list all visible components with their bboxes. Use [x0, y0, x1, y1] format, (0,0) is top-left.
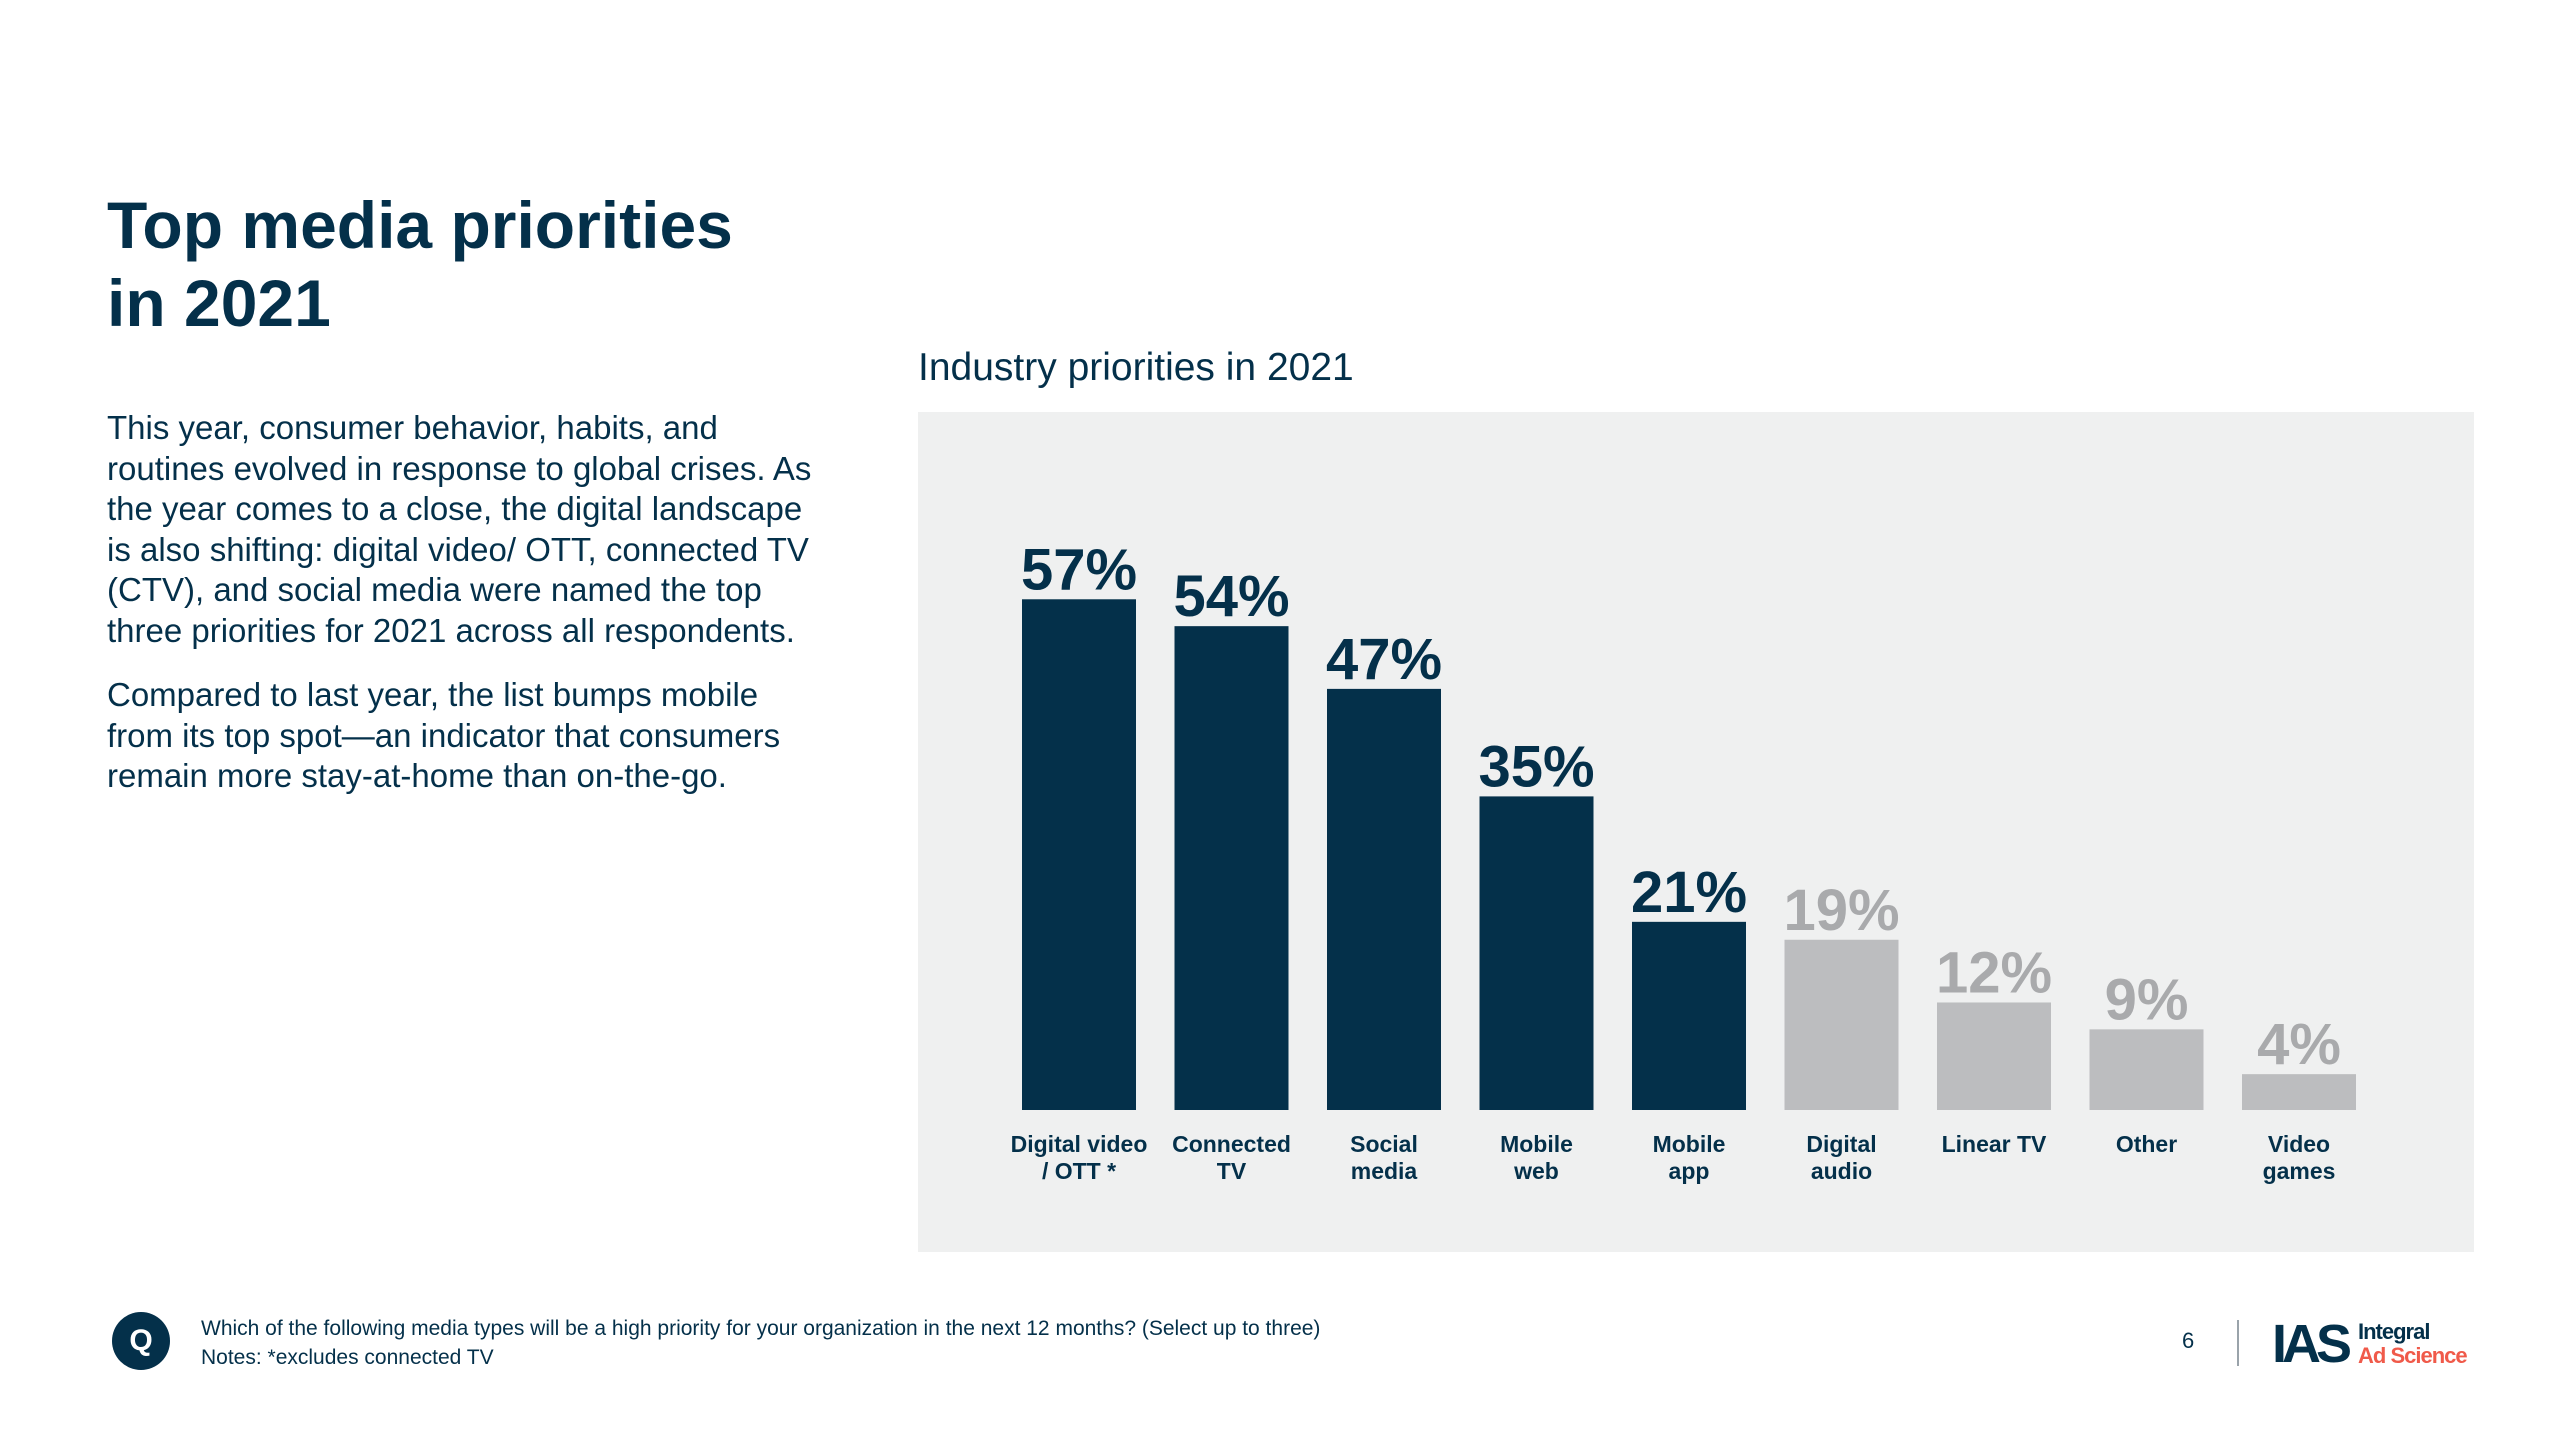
footnote: Notes: *excludes connected TV [201, 1346, 494, 1369]
bar-value-label: 57% [1021, 537, 1137, 602]
bar-value-label: 54% [1173, 564, 1289, 629]
category-label: media [1351, 1158, 1418, 1184]
page-number: 6 [2182, 1328, 2195, 1353]
chart-title: Industry priorities in 2021 [918, 346, 1354, 389]
bar [1632, 921, 1746, 1110]
category-label: games [2263, 1158, 2336, 1184]
logo-mark: IAS [2272, 1314, 2352, 1374]
bar-value-label: 12% [1936, 940, 2052, 1005]
category-label: Social [1350, 1131, 1418, 1157]
footer: Q Which of the following media types wil… [112, 1312, 2512, 1372]
category-label: Mobile [1500, 1131, 1573, 1157]
logo-word-integral: Integral [2358, 1319, 2430, 1344]
bar [2089, 1029, 2204, 1110]
bar-value-label: 35% [1478, 734, 1594, 799]
body-paragraph: Compared to last year, the list bumps mo… [107, 676, 781, 794]
bar-value-label: 21% [1631, 860, 1747, 925]
bar [1784, 939, 1899, 1110]
body-text: This year, consumer behavior, habits, an… [107, 408, 827, 821]
category-label: web [1513, 1158, 1559, 1184]
category-label: app [1669, 1158, 1710, 1184]
bar [1174, 626, 1289, 1110]
bar [2242, 1074, 2356, 1110]
category-label: TV [1217, 1158, 1247, 1184]
category-label: audio [1811, 1158, 1872, 1184]
category-label: Linear TV [1942, 1131, 2047, 1157]
category-label: Mobile [1653, 1131, 1726, 1157]
bar-value-label: 9% [2105, 967, 2189, 1032]
bar [1937, 1002, 2051, 1110]
ias-logo: IAS Integral Ad Science [2272, 1316, 2502, 1372]
bar [1327, 688, 1441, 1110]
bar-value-label: 19% [1783, 878, 1899, 943]
bar [1022, 599, 1136, 1110]
category-label: Video [2268, 1131, 2330, 1157]
question-text: Which of the following media types will … [201, 1314, 1320, 1372]
category-label: Connected [1172, 1131, 1291, 1157]
page-title: Top media priorities in 2021 [107, 188, 733, 340]
bar [1479, 796, 1594, 1110]
logo-word-ad-science: Ad Science [2358, 1343, 2468, 1368]
category-label: Other [2116, 1131, 2177, 1157]
category-label: Digital video [1011, 1131, 1148, 1157]
bar-value-label: 47% [1326, 627, 1442, 692]
footer-divider [2237, 1320, 2239, 1366]
bar-value-label: 4% [2257, 1012, 2341, 1077]
category-label: / OTT * [1042, 1158, 1116, 1184]
body-paragraph: This year, consumer behavior, habits, an… [107, 409, 812, 649]
category-label: Digital [1806, 1131, 1876, 1157]
question-badge: Q [112, 1312, 170, 1370]
chart-panel: 57% Digital video / OTT * 54% Connected TV 47%… [918, 412, 2474, 1252]
survey-question: Which of the following media types will … [201, 1317, 1321, 1340]
